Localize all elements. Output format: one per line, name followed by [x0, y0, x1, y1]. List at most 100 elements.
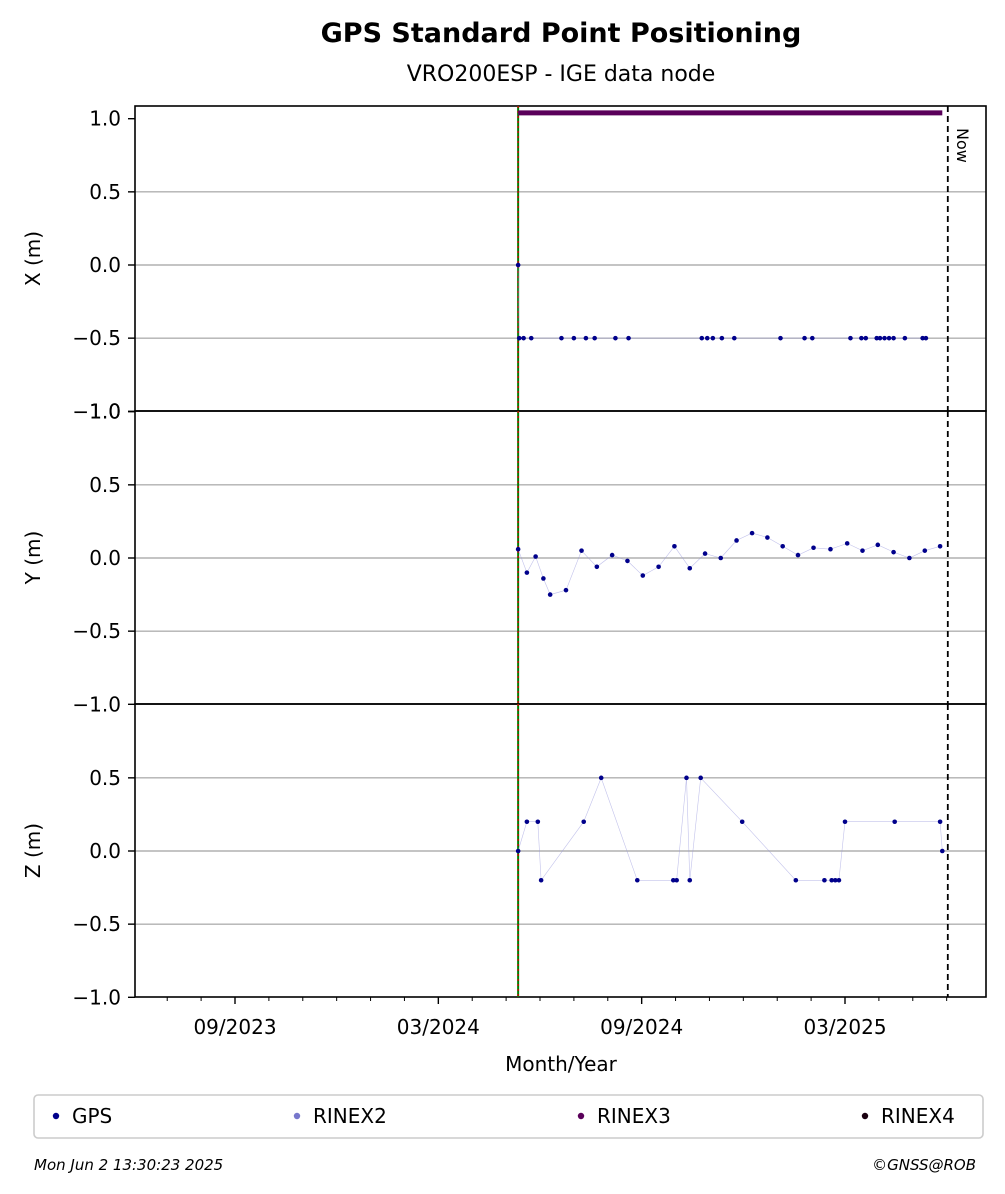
legend-marker [861, 1112, 869, 1120]
panel-frame [134, 105, 987, 412]
gps-point [515, 848, 521, 854]
gps-point [877, 335, 883, 341]
y-tick-label: −1.0 [72, 399, 121, 423]
y-axis-label: X (m) [21, 231, 45, 286]
gps-point [891, 549, 896, 555]
gps-series-line [517, 264, 926, 339]
gps-point [687, 877, 693, 883]
gps-point [892, 819, 898, 825]
gps-point [795, 552, 801, 558]
gps-point [710, 335, 716, 341]
legend: GPS RINEX2 RINEX3 RINEX4 [33, 1094, 984, 1139]
y-axis-label: Z (m) [21, 823, 45, 878]
gps-point [670, 877, 676, 883]
legend-label: GPS [72, 1104, 112, 1128]
gps-point [521, 335, 526, 341]
gps-point [571, 335, 577, 341]
gps-point [920, 335, 925, 341]
legend-label: RINEX3 [597, 1104, 671, 1128]
legend-item-rinex3: RINEX3 [577, 1104, 671, 1128]
gps-point [802, 335, 807, 341]
y-tick-label: 1.0 [89, 400, 121, 424]
gps-point [907, 555, 912, 561]
gps-point [672, 543, 677, 549]
gps-point [524, 570, 530, 575]
y-tick-label: −0.5 [72, 326, 121, 350]
legend-item-rinex2: RINEX2 [293, 1104, 387, 1128]
gps-point [592, 335, 597, 341]
y-tick-label: 0.0 [89, 253, 121, 277]
gps-point [718, 555, 724, 561]
gps-point [699, 335, 705, 341]
gps-point [613, 335, 618, 341]
y-tick-label: −1.0 [72, 985, 121, 1009]
y-tick-label: −0.5 [72, 912, 121, 936]
gps-point [719, 335, 725, 341]
gps-point [626, 335, 631, 341]
x-tick-label: 03/2024 [397, 1015, 480, 1039]
gps-point [833, 877, 838, 883]
gps-point [538, 877, 544, 883]
now-label-group: Now [953, 128, 972, 163]
legend-marker [293, 1112, 301, 1120]
gps-point [793, 877, 799, 883]
gps-point [598, 775, 604, 781]
gps-point [515, 546, 521, 552]
gps-point [765, 535, 770, 540]
gps-point [656, 564, 661, 570]
panel-3: 0.5 0.0 −0.5 −1.0 Z (m) [21, 703, 987, 1009]
legend-label: RINEX2 [313, 1104, 387, 1128]
legend-marker [52, 1112, 60, 1120]
gps-point [811, 545, 816, 551]
legend-item-gps: GPS [52, 1104, 112, 1128]
gps-point [836, 877, 842, 883]
gps-point [563, 587, 569, 593]
footer-timestamp: Mon Jun 2 13:30:23 2025 [34, 1156, 223, 1174]
gps-point [583, 335, 589, 341]
panel-2: 1.0 0.5 0.0 −0.5 −1.0 Y (m) [21, 400, 987, 716]
gps-series-line [517, 777, 943, 882]
gps-point [541, 576, 546, 581]
gps-point [687, 565, 693, 571]
chart-subtitle: VRO200ESP - IGE data node [407, 62, 716, 87]
legend-item-rinex4: RINEX4 [861, 1104, 955, 1128]
gps-point [515, 262, 521, 268]
gps-point [594, 564, 600, 570]
x-axis: 09/2023 03/2024 09/2024 03/2025 [166, 997, 948, 1039]
gps-point [937, 543, 943, 549]
gps-point [704, 335, 710, 341]
gps-point [731, 335, 737, 341]
y-tick-label: 0.5 [89, 180, 121, 204]
footer-copyright: ©GNSS@ROB [872, 1156, 976, 1174]
gps-point [828, 546, 833, 552]
gps-point [923, 335, 929, 341]
gps-point [848, 335, 853, 341]
gps-point [609, 552, 615, 558]
gps-point [939, 848, 945, 854]
now-label: Now [953, 128, 972, 163]
gps-point [634, 877, 640, 883]
y-tick-label: 0.5 [89, 473, 121, 497]
gps-point [875, 542, 881, 548]
gps-point [516, 335, 522, 341]
gps-series-line [517, 532, 941, 595]
gps-point [780, 543, 785, 549]
gps-point [581, 819, 587, 825]
y-tick-label: 1.0 [89, 107, 121, 131]
gps-point [734, 538, 739, 543]
gps-point [842, 819, 848, 825]
chart-panels: 1.0 0.5 0.0 −0.5 −1.0 X (m) 1.0 0.5 0.0 −0.5 −1.0 Y… [21, 105, 987, 1009]
gps-point [829, 877, 834, 883]
gps-point [886, 335, 892, 341]
gps-point [860, 548, 865, 553]
gps-point [859, 335, 864, 341]
gps-point [702, 551, 708, 556]
gps-point [922, 548, 928, 553]
gps-point [547, 592, 553, 597]
gps-point [902, 335, 908, 341]
gps-point [674, 877, 679, 883]
x-tick-label: 09/2024 [600, 1015, 683, 1039]
gps-point [749, 530, 755, 536]
y-tick-label: −0.5 [72, 619, 121, 643]
